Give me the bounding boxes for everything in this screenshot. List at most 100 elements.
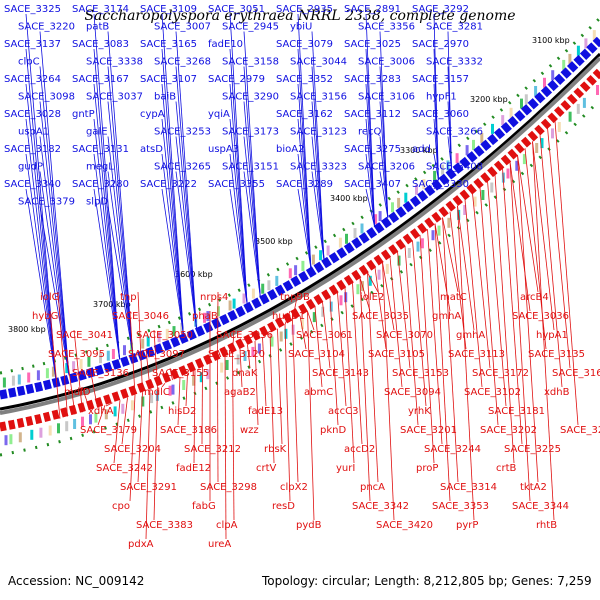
forward-gene-label: SACE_3289 xyxy=(276,179,333,190)
reverse-gene-leader xyxy=(269,332,275,464)
forward-gene-leader xyxy=(297,83,312,269)
forward-gene-label: SACE_3131 xyxy=(72,144,129,155)
reverse-gene-leader xyxy=(442,217,459,293)
forward-gene-label: SACE_2945 xyxy=(222,22,279,33)
reverse-cog-feature xyxy=(225,360,229,370)
reverse-gene-label: hybG xyxy=(32,311,58,322)
forward-gene-label: SACE_3325 xyxy=(4,4,61,15)
reverse-gene-label: SACE_3203 xyxy=(560,425,600,436)
forward-gene-leader xyxy=(379,101,389,218)
forward-gene-leader xyxy=(25,188,57,379)
reverse-cog-feature xyxy=(407,248,411,258)
reverse-gene-label: SACE_3225 xyxy=(504,444,561,455)
forward-cog-feature xyxy=(319,250,323,261)
forward-gene-label: SACE_3323 xyxy=(290,162,347,173)
forward-gene-leader xyxy=(365,83,375,227)
forward-gene-label: galE xyxy=(86,127,108,138)
forward-gene-leader xyxy=(175,136,197,329)
reverse-gene-label: iolG xyxy=(40,292,59,303)
forward-gene-label: add xyxy=(412,144,431,155)
reverse-gene-leader xyxy=(224,348,227,357)
reverse-gene-leader xyxy=(129,310,136,395)
forward-gene-leader xyxy=(175,31,197,329)
reverse-gene-leader xyxy=(81,386,91,411)
forward-cog-feature xyxy=(72,361,76,372)
forward-gene-leader xyxy=(93,83,120,360)
kbp-tick-label: 3200 kbp xyxy=(470,95,508,104)
reverse-cog-feature xyxy=(9,434,13,445)
reverse-gene-label: SACE_3136 xyxy=(72,368,129,379)
reverse-gene-label: SACE_3104 xyxy=(288,349,345,360)
forward-gene-leader xyxy=(433,118,439,180)
reverse-gene-leader xyxy=(105,402,113,407)
forward-gene-leader xyxy=(311,136,325,261)
forward-cog-feature xyxy=(251,288,255,299)
reverse-gene-label: SACE_3179 xyxy=(80,425,137,436)
reverse-gene-label: yrhK xyxy=(408,406,431,417)
forward-cog-feature xyxy=(491,123,494,134)
reverse-gene-leader xyxy=(145,348,151,390)
reverse-gene-label: crtB xyxy=(496,463,517,474)
reverse-cog-feature xyxy=(270,336,274,347)
forward-cog-feature xyxy=(123,345,126,356)
forward-cog-feature xyxy=(51,366,55,377)
forward-gene-label: SACE_3106 xyxy=(358,92,415,103)
reverse-cog-feature xyxy=(515,160,519,171)
forward-gene-label: uspA1 xyxy=(18,127,49,138)
kbp-tick-label: 3500 kbp xyxy=(255,237,293,246)
reverse-gene-leader xyxy=(352,282,363,445)
forward-gene-leader xyxy=(161,13,184,335)
forward-gene-leader xyxy=(93,153,120,360)
reverse-gene-label: SACE_3102 xyxy=(464,387,521,398)
forward-gene-leader xyxy=(39,66,70,376)
reverse-gene-leader xyxy=(89,367,98,408)
forward-gene-label: SACE_3222 xyxy=(140,179,197,190)
reverse-gene-label: arcB4 xyxy=(520,292,549,303)
reverse-cog-feature xyxy=(48,425,52,436)
reverse-gene-leader xyxy=(185,373,188,407)
reverse-cog-feature xyxy=(89,414,92,425)
reverse-gene-label: mdlD xyxy=(64,387,91,398)
forward-gene-label: cypA xyxy=(140,109,165,120)
forward-cog-feature xyxy=(422,179,426,190)
reverse-gene-leader xyxy=(129,394,136,502)
reverse-gene-label: SACE_3202 xyxy=(480,425,537,436)
forward-gene-label: gntP xyxy=(72,109,95,120)
reverse-gene-leader xyxy=(554,120,579,426)
reverse-gene-label: hypA1 xyxy=(536,330,568,341)
forward-gene-leader xyxy=(107,171,134,355)
reverse-gene-leader xyxy=(65,348,76,415)
reverse-gene-leader xyxy=(374,267,387,350)
forward-gene-leader xyxy=(297,188,312,269)
reverse-gene-label: SACE_3186 xyxy=(160,425,217,436)
reverse-gene-label: clpX2 xyxy=(280,482,308,493)
forward-gene-label: SACE_3280 xyxy=(72,179,129,190)
reverse-gene-label: yurI xyxy=(336,463,355,474)
forward-cog-feature xyxy=(99,353,102,364)
reverse-gene-leader xyxy=(145,389,151,540)
forward-gene-label: SACE_3182 xyxy=(4,144,61,155)
reverse-cog-feature xyxy=(4,435,8,446)
reverse-gene-leader xyxy=(307,311,315,331)
forward-gene-leader xyxy=(229,118,248,305)
reverse-gene-leader xyxy=(292,320,299,483)
reverse-gene-label: SACE_3201 xyxy=(400,425,457,436)
forward-cog-feature xyxy=(446,160,450,171)
forward-cog-feature xyxy=(232,298,236,309)
reverse-gene-label: SACE_3094 xyxy=(384,387,441,398)
reverse-gene-leader xyxy=(382,262,395,521)
reverse-gene-label: rbsK xyxy=(264,444,287,455)
forward-gene-leader xyxy=(243,31,261,298)
forward-gene-leader xyxy=(243,136,261,298)
reverse-gene-label: SACE_3056 xyxy=(216,330,273,341)
forward-cog-feature xyxy=(509,107,513,118)
reverse-gene-leader xyxy=(307,311,315,521)
reverse-gene-label: clpA xyxy=(216,520,238,531)
forward-gene-leader xyxy=(379,136,389,218)
forward-gene-leader xyxy=(107,206,134,355)
reverse-gene-label: SACE_3143 xyxy=(312,368,369,379)
forward-gene-label: SACE_3158 xyxy=(222,57,279,68)
forward-cog-feature xyxy=(288,268,292,279)
reverse-cog-feature xyxy=(130,400,134,411)
